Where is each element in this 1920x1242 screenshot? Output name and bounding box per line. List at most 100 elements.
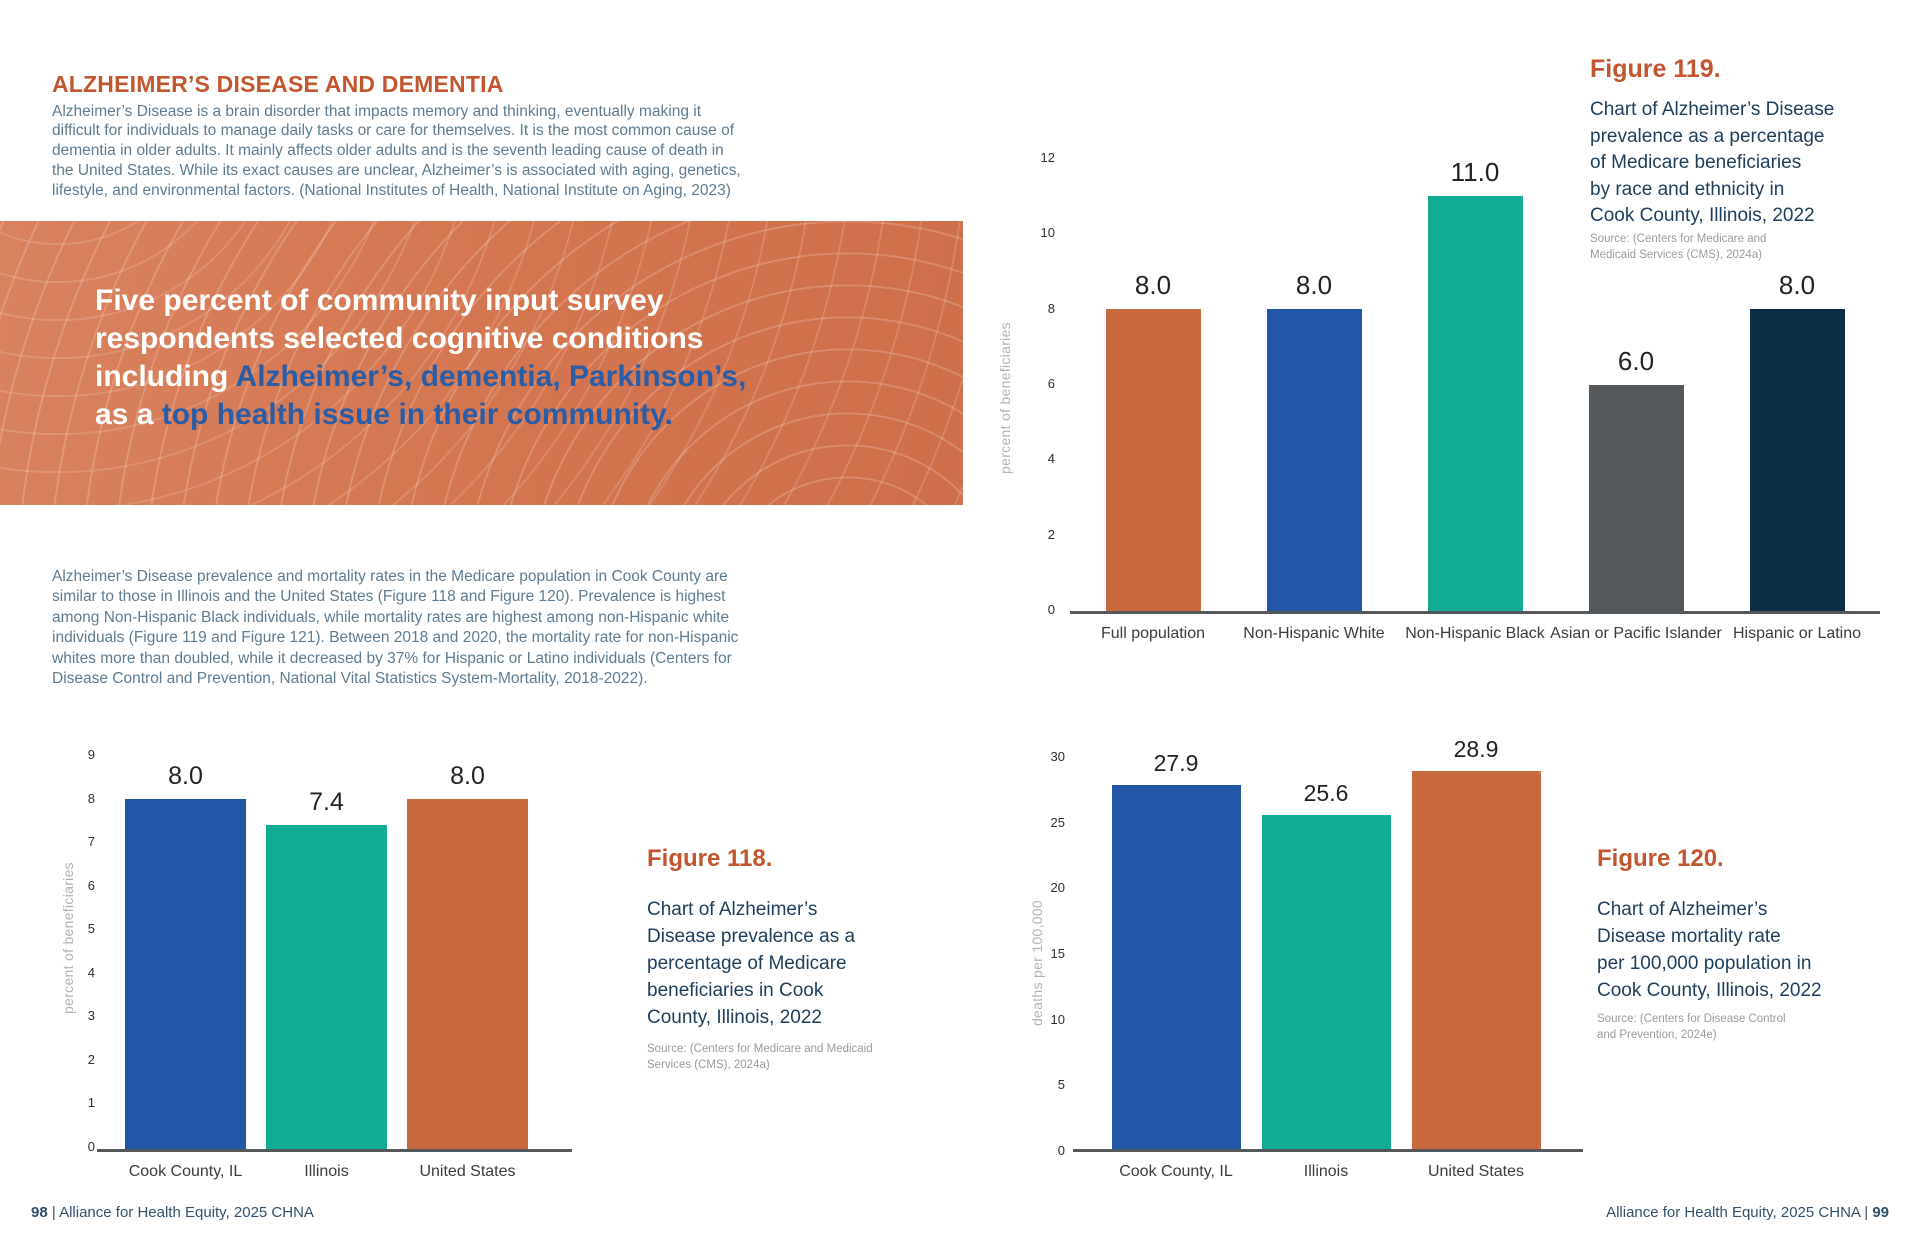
page-number: 99 [1872, 1204, 1889, 1221]
figure-119-label: Figure 119. [1590, 55, 1721, 83]
y-tick-label: 3 [87, 1008, 95, 1024]
y-axis-title: deaths per 100,000 [1029, 899, 1045, 1027]
y-tick-label: 2 [1047, 526, 1055, 542]
bar-group: 11.0 Non-Hispanic Black [1405, 156, 1545, 642]
bar-value-label: 11.0 [1450, 156, 1500, 187]
figure-119-source: Source: (Centers for Medicare and Medica… [1590, 233, 1767, 261]
bar-group: 8.0 United States [407, 755, 528, 1180]
figure-118-source: Source: (Centers for Medicare and Medica… [647, 1043, 873, 1071]
callout-segment-blue: top health issue in their community. [161, 398, 673, 431]
y-tick-label: 8 [1047, 300, 1055, 316]
bars-area: 8.0 Cook County, IL 7.4 Illinois 8.0 United S… [100, 755, 553, 1180]
figure-118-caption: Chart of Alzheimer’s Disease prevalence … [647, 899, 856, 1028]
y-tick-label: 0 [87, 1139, 95, 1154]
body-paragraph: Alzheimer’s Disease prevalence and morta… [52, 567, 739, 688]
footer-right: Alliance for Health Equity, 2025 CHNA | … [1606, 1204, 1889, 1221]
y-tick-label: 0 [1057, 1143, 1065, 1158]
bar-non-hispanic-black [1427, 195, 1523, 612]
bar-united-states [1411, 771, 1541, 1150]
bar-value-label: 7.4 [309, 788, 344, 817]
bar-value-label: 8.0 [1778, 270, 1816, 301]
bar-value-label: 6.0 [1617, 346, 1655, 376]
x-axis-category-label: Asian or Pacific Islander [1550, 625, 1722, 642]
y-axis-title: percent of beneficiaries [997, 322, 1013, 474]
bar-group: 8.0 Cook County, IL [125, 755, 246, 1180]
y-tick-label: 4 [1047, 451, 1055, 467]
callout-quote: Five percent of community input survey r… [95, 282, 925, 434]
bar-illinois [266, 825, 387, 1150]
y-tick-label: 4 [87, 964, 95, 980]
bar-cook-county-il [1111, 784, 1241, 1150]
bar-value-label: 25.6 [1303, 779, 1349, 806]
x-axis-category-label: United States [1427, 1163, 1525, 1180]
y-axis-ticks: 30 25 20 15 10 5 0 [1025, 749, 1065, 1158]
footer-text: | Alliance for Health Equity, 2025 CHNA [47, 1204, 314, 1221]
y-tick-label: 8 [87, 790, 95, 806]
bar-illinois [1261, 814, 1391, 1150]
bar-asian-or-pacific-islander [1588, 385, 1684, 612]
x-axis-category-label: Full population [1100, 625, 1206, 642]
figure-120-caption: Chart of Alzheimer’s Disease mortality r… [1597, 899, 1822, 1001]
bar-value-label: 8.0 [168, 761, 203, 790]
bar-group: 8.0 Non-Hispanic White [1243, 158, 1384, 642]
x-axis-line [97, 1149, 572, 1152]
bar-group: 28.9 United States [1411, 736, 1541, 1180]
footer-left: 98 | Alliance for Health Equity, 2025 CH… [31, 1204, 314, 1221]
bar-value-label: 28.9 [1453, 736, 1499, 763]
x-axis-category-label: Illinois [1303, 1163, 1349, 1180]
y-tick-label: 6 [87, 877, 95, 893]
callout-banner [0, 221, 963, 505]
bar-group: 7.4 Illinois [266, 755, 387, 1180]
y-tick-label: 20 [1050, 880, 1065, 896]
bar-value-label: 8.0 [450, 761, 485, 790]
bar-value-label: 8.0 [1295, 270, 1333, 301]
bar-full-population [1105, 309, 1201, 612]
figure-120-label: Figure 120. [1597, 845, 1724, 872]
y-tick-label: 5 [1057, 1077, 1065, 1093]
bar-non-hispanic-white [1266, 309, 1362, 612]
footer-text: Alliance for Health Equity, 2025 CHNA | [1606, 1204, 1873, 1221]
callout-segment-blue: Alzheimer’s, dementia, Parkinson’s, [235, 360, 747, 393]
bar-group: 27.9 Cook County, IL [1111, 750, 1241, 1180]
y-tick-label: 10 [1040, 225, 1055, 241]
bars-area: 27.9 Cook County, IL 25.6 Illinois 28.9 Unite… [1085, 736, 1567, 1180]
y-tick-label: 2 [87, 1051, 95, 1067]
x-axis-category-label: United States [419, 1163, 516, 1180]
x-axis-category-label: Illinois [304, 1163, 349, 1180]
y-axis-ticks: 12 10 8 6 4 2 0 [1015, 150, 1055, 617]
figure-120-source: Source: (Centers for Disease Control and… [1597, 1013, 1786, 1041]
callout-segment-white: as a [95, 398, 162, 431]
y-tick-label: 30 [1050, 749, 1065, 764]
figure-118-label: Figure 118. [647, 845, 773, 872]
y-tick-label: 15 [1050, 946, 1065, 961]
x-axis-category-label: Hispanic or Latino [1732, 625, 1862, 642]
bar-cook-county-il [125, 798, 246, 1150]
x-axis-category-label: Cook County, IL [128, 1163, 243, 1180]
page-title: ALZHEIMER’S DISEASE AND DEMENTIA [52, 71, 504, 98]
figure-119-caption: Chart of Alzheimer’s Disease prevalence … [1590, 99, 1835, 226]
bar-group: 8.0 Full population [1101, 158, 1205, 642]
y-axis-ticks: 9 8 7 6 5 4 3 2 1 0 [55, 747, 95, 1154]
x-axis-line [1070, 611, 1880, 614]
x-axis-category-label: Non-Hispanic Black [1405, 625, 1545, 642]
callout-segment-white: Five percent of community input survey r… [95, 284, 704, 393]
bar-group: 25.6 Illinois [1261, 757, 1391, 1180]
bar-value-label: 8.0 [1134, 270, 1172, 301]
bar-hispanic-or-latino [1749, 309, 1845, 612]
y-tick-label: 9 [87, 747, 95, 762]
y-tick-label: 0 [1047, 602, 1055, 617]
y-tick-label: 10 [1050, 1011, 1065, 1027]
intro-paragraph: Alzheimer’s Disease is a brain disorder … [52, 102, 741, 199]
y-tick-label: 6 [1047, 376, 1055, 391]
bar-united-states [407, 798, 528, 1150]
x-axis-category-label: Non-Hispanic White [1243, 625, 1385, 642]
x-axis-category-label: Cook County, IL [1119, 1163, 1233, 1180]
x-axis-line [1073, 1149, 1583, 1152]
y-tick-label: 1 [87, 1095, 95, 1111]
bar-value-label: 27.9 [1153, 749, 1199, 776]
y-tick-label: 12 [1040, 150, 1055, 165]
y-tick-label: 7 [87, 834, 95, 850]
y-axis-title: percent of beneficiaries [60, 862, 76, 1014]
page-number: 98 [31, 1204, 48, 1221]
y-tick-label: 25 [1050, 814, 1065, 830]
